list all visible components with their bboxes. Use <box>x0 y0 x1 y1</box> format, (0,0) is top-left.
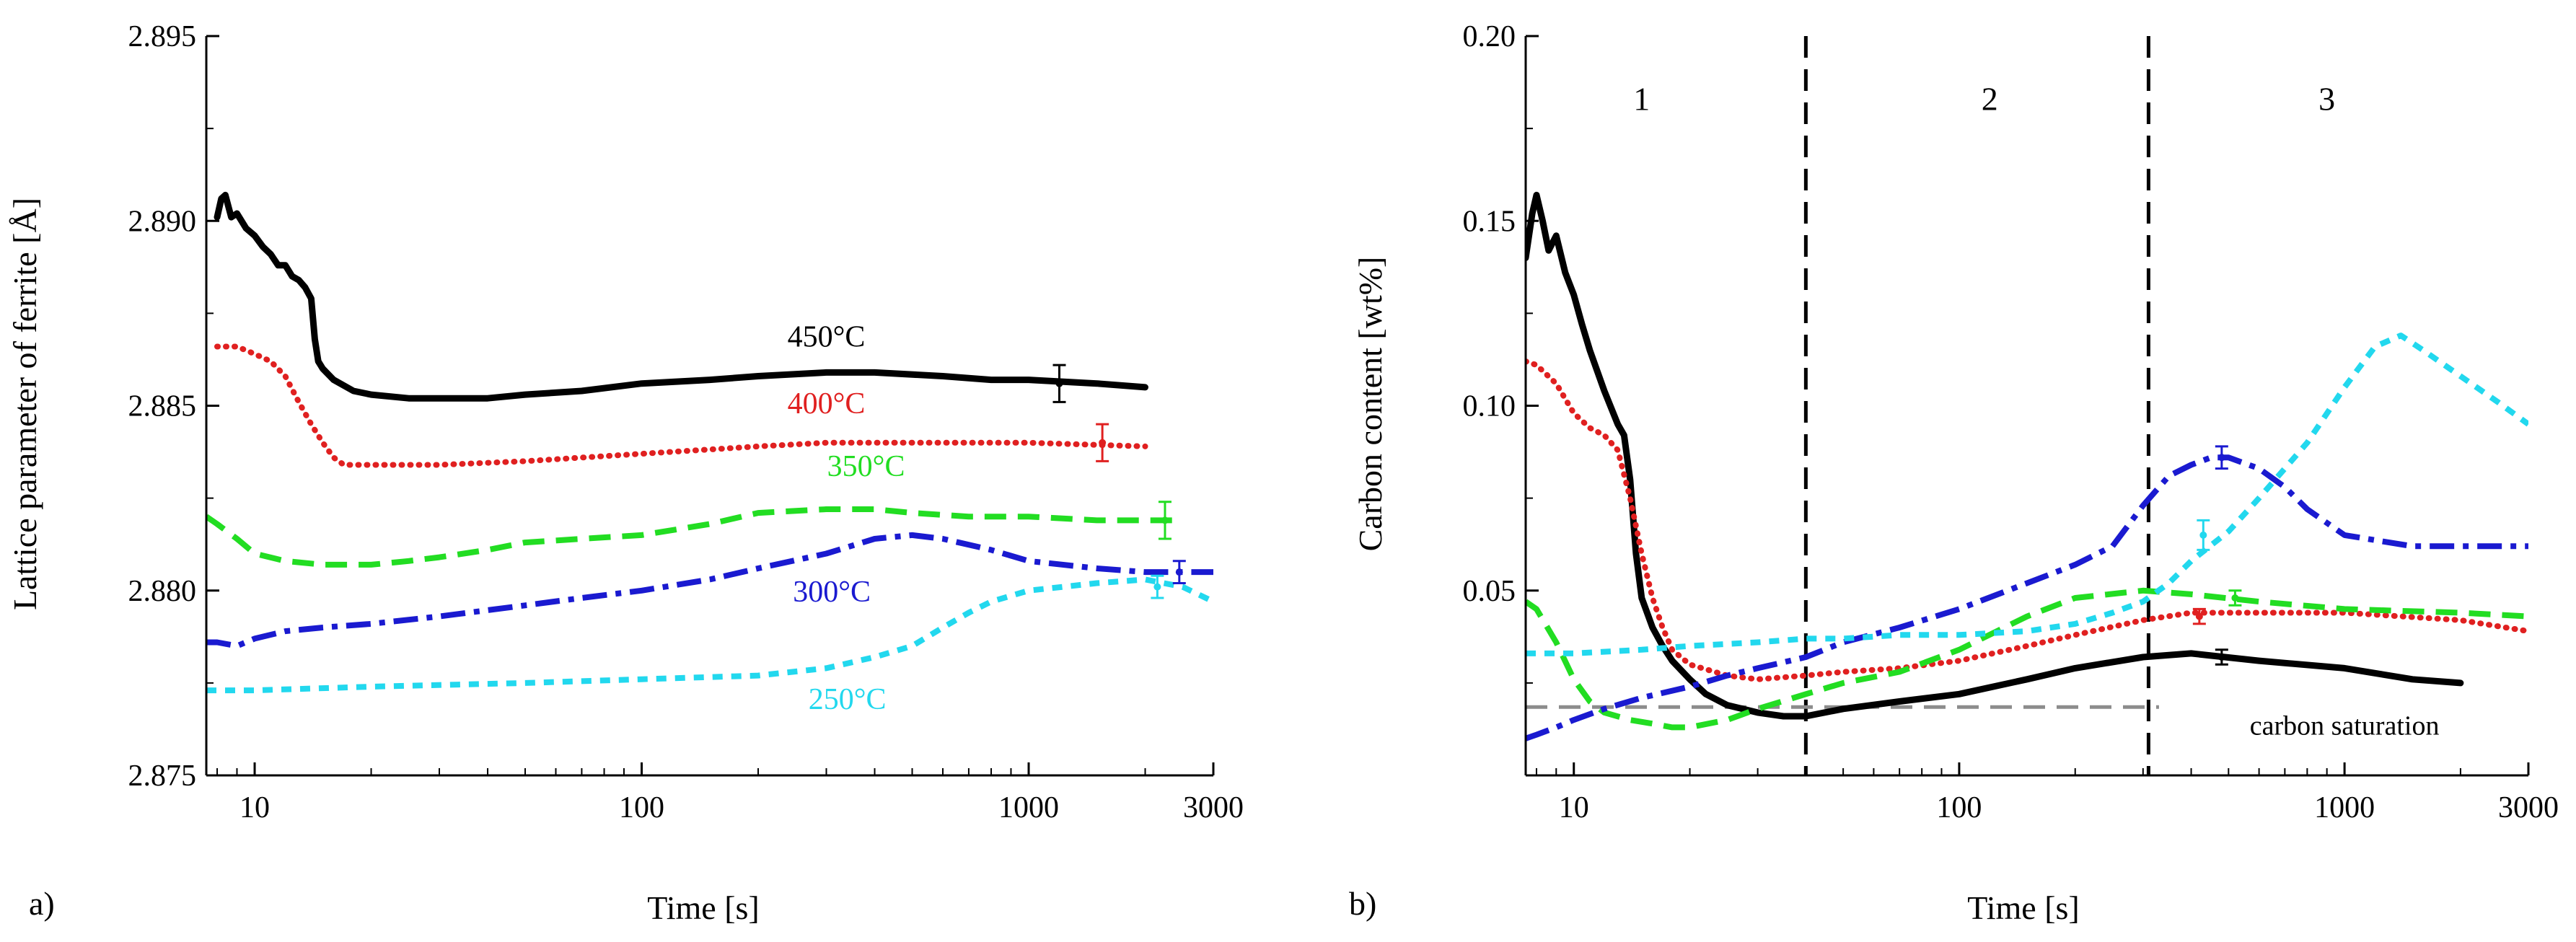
saturation-label: carbon saturation <box>2250 711 2440 741</box>
x-tick-label-b: 3000 <box>2498 791 2559 824</box>
region-dividers-b <box>1803 36 2150 775</box>
panel-a: 2.875 2.880 2.885 2.890 2.895 10 100 1000 3000 4… <box>6 20 1244 926</box>
errorbar-b-400-c <box>2192 607 2206 625</box>
errorbar-a-450-c <box>1052 364 1066 403</box>
panel-b: 0.05 0.10 0.15 0.20 10 100 1000 3000 1 2 3 carbon… <box>1349 20 2559 926</box>
y-tick-label-b: 0.15 <box>1463 205 1516 238</box>
x-axis-title-a: Time [s] <box>647 889 760 926</box>
y-tick-label-b: 0.05 <box>1463 575 1516 608</box>
series-line-a-450-c <box>214 191 1148 402</box>
series-line-a-300-c <box>206 532 1213 649</box>
y-tick-label-a: 2.890 <box>128 205 197 238</box>
region-labels-b: 1 2 3 <box>1633 81 2335 118</box>
series-layer-a <box>206 191 1213 694</box>
series-line-a-400-c <box>214 343 1148 468</box>
y-tick-label-b: 0.20 <box>1463 20 1516 53</box>
ticks-b: 0.05 0.10 0.15 0.20 10 100 1000 3000 <box>1463 20 2559 824</box>
series-labels-a: 450°C 400°C 350°C 300°C 250°C <box>788 321 905 716</box>
x-tick-label-b: 1000 <box>2314 791 2375 824</box>
series-line-b-350-c <box>1526 587 2528 731</box>
errorbar-a-250-c <box>1151 574 1164 599</box>
x-axis-title-b: Time [s] <box>1967 889 2080 926</box>
errorbar-a-300-c <box>1172 560 1186 584</box>
errorbars-b <box>2192 445 2242 666</box>
panel-label-a: a) <box>29 885 55 922</box>
series-label-400-c: 400°C <box>788 387 866 421</box>
region-label-1: 1 <box>1633 81 1650 118</box>
panel-label-b: b) <box>1349 885 1376 922</box>
errorbar-b-450-c <box>2215 648 2228 666</box>
y-tick-label-b: 0.10 <box>1463 390 1516 423</box>
x-tick-label-a: 10 <box>239 791 270 824</box>
x-tick-label-a: 1000 <box>998 791 1059 824</box>
series-layer-b <box>1526 191 2528 741</box>
y-tick-label-a: 2.885 <box>128 390 197 423</box>
errorbar-b-250-c <box>2197 519 2210 551</box>
y-tick-label-a: 2.875 <box>128 760 197 793</box>
x-tick-label-a: 3000 <box>1183 791 1244 824</box>
series-line-b-450-c <box>1526 191 2464 720</box>
errorbar-b-300-c <box>2215 445 2228 470</box>
errorbar-a-400-c <box>1096 423 1109 462</box>
x-tick-label-a: 100 <box>619 791 664 824</box>
region-label-3: 3 <box>2318 81 2335 118</box>
series-label-350-c: 350°C <box>827 450 905 483</box>
series-label-300-c: 300°C <box>793 576 871 609</box>
y-tick-label-a: 2.880 <box>128 575 197 608</box>
errorbars-a <box>1052 364 1186 599</box>
errorbar-b-350-c <box>2228 589 2242 607</box>
series-line-a-250-c <box>206 576 1213 694</box>
series-line-a-350-c <box>206 506 1183 568</box>
series-label-450-c: 450°C <box>788 321 866 354</box>
region-label-2: 2 <box>1982 81 1998 118</box>
y-axis-title-a: Lattice parameter of ferrite [Å] <box>6 198 43 610</box>
ticks-a: 2.875 2.880 2.885 2.890 2.895 10 100 1000 3000 <box>128 20 1244 824</box>
series-label-250-c: 250°C <box>809 683 887 716</box>
errorbar-a-350-c <box>1158 501 1171 540</box>
x-tick-label-b: 100 <box>1936 791 1982 824</box>
x-tick-label-b: 10 <box>1559 791 1589 824</box>
series-line-b-250-c <box>1526 333 2528 656</box>
series-line-b-300-c <box>1526 454 2528 741</box>
y-tick-label-a: 2.895 <box>128 20 197 53</box>
y-axis-title-b: Carbon content [wt%] <box>1352 257 1389 552</box>
series-line-b-400-c <box>1526 358 2528 682</box>
